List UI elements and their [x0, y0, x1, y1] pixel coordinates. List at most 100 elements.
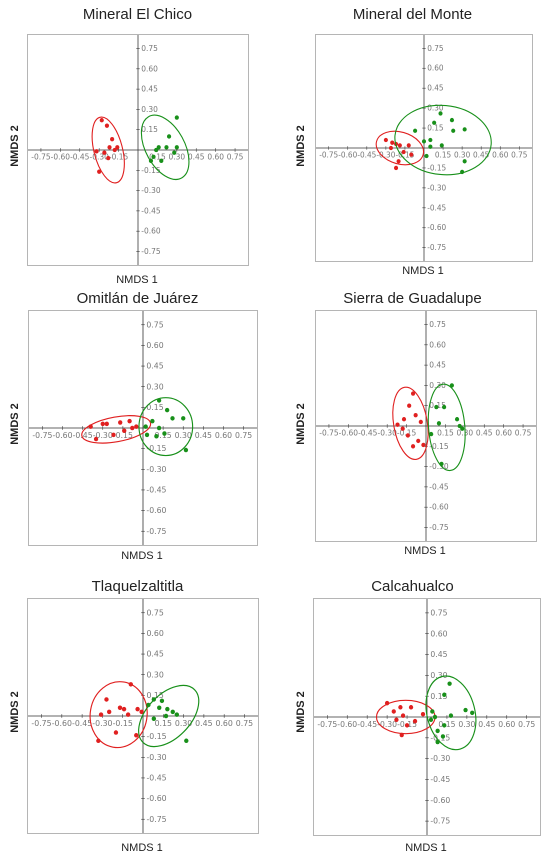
data-point-2	[174, 145, 179, 150]
data-point-1	[418, 419, 423, 425]
data-point-2	[159, 158, 164, 164]
chart-panel-6: Calcahualco NMDS 2 -0.75 -0.75 -0.60 -0.60-…	[275, 576, 550, 864]
y-tick-label: -0.30	[146, 465, 166, 474]
data-point-2	[170, 709, 175, 715]
chart-title: Tlaquelzaltitla	[91, 578, 184, 595]
data-point-2	[156, 145, 161, 150]
x-tick-label: 0.60	[215, 719, 232, 728]
data-point-1	[401, 417, 407, 422]
x-tick-label: 0.15	[435, 150, 452, 159]
y-tick-label: -0.60	[146, 506, 166, 515]
y-tick-label: -0.45	[430, 775, 450, 784]
data-point-1	[394, 717, 399, 723]
data-point-1	[421, 442, 426, 448]
data-point-1	[104, 123, 110, 128]
data-point-2	[449, 383, 454, 388]
x-axis-label: NMDS 1	[405, 842, 447, 854]
data-point-1	[88, 424, 93, 429]
y-tick-label: 0.30	[146, 670, 163, 679]
confidence-ellipse-1	[89, 681, 148, 749]
x-tick-label: 0.45	[195, 719, 212, 728]
x-tick-label: 0.15	[155, 719, 172, 728]
data-point-2	[162, 431, 167, 436]
data-point-2	[460, 426, 465, 431]
data-point-2	[174, 712, 180, 717]
data-point-2	[435, 739, 440, 745]
y-tick-label: 0.60	[146, 629, 163, 638]
data-point-1	[121, 706, 127, 712]
data-point-2	[165, 706, 170, 712]
data-point-1	[113, 730, 119, 735]
data-point-2	[462, 159, 467, 164]
x-tick-label: 0.15	[154, 431, 171, 440]
data-point-1	[104, 421, 109, 427]
x-axis-label: NMDS 1	[404, 545, 446, 557]
x-tick-label: 0.45	[473, 150, 490, 159]
x-tick-label: -0.60	[337, 720, 357, 729]
scatter-plot: -0.75-0.75-0.60-0.60-0.45-0.45-0.30-0.30…	[316, 311, 536, 541]
plot-area: -0.75 -0.75 -0.60 -0.60 -0.45 -0.45 -0.30 -0.30…	[313, 598, 541, 836]
data-point-2	[442, 723, 447, 728]
x-tick-label: -0.45	[73, 431, 93, 440]
data-point-2	[151, 154, 156, 159]
data-point-1	[117, 705, 123, 710]
y-tick-label: -0.15	[146, 732, 166, 741]
y-tick-label: 0.30	[429, 381, 446, 390]
y-tick-label: -0.30	[430, 754, 450, 763]
y-tick-label: -0.60	[430, 796, 450, 805]
data-point-2	[460, 169, 465, 175]
x-tick-label: 0.45	[188, 153, 205, 162]
x-tick-label: -0.30	[93, 431, 113, 440]
data-point-1	[409, 152, 414, 157]
x-tick-label: 0.75	[518, 720, 535, 729]
y-tick-label: -0.15	[430, 733, 450, 742]
y-tick-label: -0.75	[430, 817, 450, 826]
x-tick-label: 0.60	[492, 150, 509, 159]
chart-title: Calcahualco	[371, 578, 454, 595]
x-tick-label: -0.30	[90, 153, 109, 162]
x-tick-label: 0.75	[515, 429, 532, 438]
data-point-1	[104, 697, 109, 702]
data-point-1	[106, 155, 111, 161]
y-tick-label: -0.15	[146, 444, 166, 453]
y-axis-label: NMDS 2	[294, 125, 307, 167]
data-point-2	[413, 128, 418, 133]
y-tick-label: -0.45	[146, 773, 166, 782]
data-point-2	[442, 692, 447, 698]
data-point-2	[462, 127, 467, 132]
data-point-1	[420, 711, 426, 717]
x-tick-label: -0.75	[317, 720, 337, 729]
confidence-ellipse-1	[392, 386, 429, 460]
data-point-2	[163, 713, 169, 719]
y-axis-label: NMDS 2	[8, 125, 21, 167]
data-point-1	[391, 709, 396, 714]
data-point-2	[154, 434, 159, 439]
data-point-2	[442, 404, 447, 410]
data-point-2	[470, 710, 475, 716]
x-tick-label: -0.15	[113, 431, 133, 440]
y-tick-label: -0.30	[146, 753, 166, 762]
data-point-2	[156, 398, 162, 403]
y-tick-label: 0.15	[427, 123, 444, 132]
data-point-2	[421, 139, 427, 144]
data-point-1	[102, 150, 107, 155]
data-point-2	[151, 716, 157, 721]
plot-area: -0.75 -0.75 -0.60 -0.60 -0.45 -0.45 -0.30 -0.30…	[27, 34, 249, 266]
data-point-1	[94, 149, 99, 154]
scatter-plot: -0.75-0.75-0.60-0.60-0.45-0.45-0.30-0.30…	[28, 35, 249, 265]
data-point-2	[172, 150, 177, 155]
confidence-ellipse-1	[81, 415, 152, 444]
data-point-1	[408, 705, 414, 710]
y-tick-label: 0.75	[146, 608, 163, 617]
data-point-1	[397, 143, 402, 148]
data-point-1	[406, 143, 411, 148]
data-point-2	[439, 461, 444, 467]
data-point-1	[407, 403, 412, 408]
y-tick-label: 0.75	[427, 44, 444, 53]
y-axis-label: NMDS 2	[8, 403, 21, 445]
data-point-2	[184, 738, 189, 743]
data-point-1	[134, 424, 139, 429]
data-point-2	[164, 145, 169, 150]
data-point-2	[156, 425, 162, 431]
y-axis-label: NMDS 2	[8, 691, 21, 733]
